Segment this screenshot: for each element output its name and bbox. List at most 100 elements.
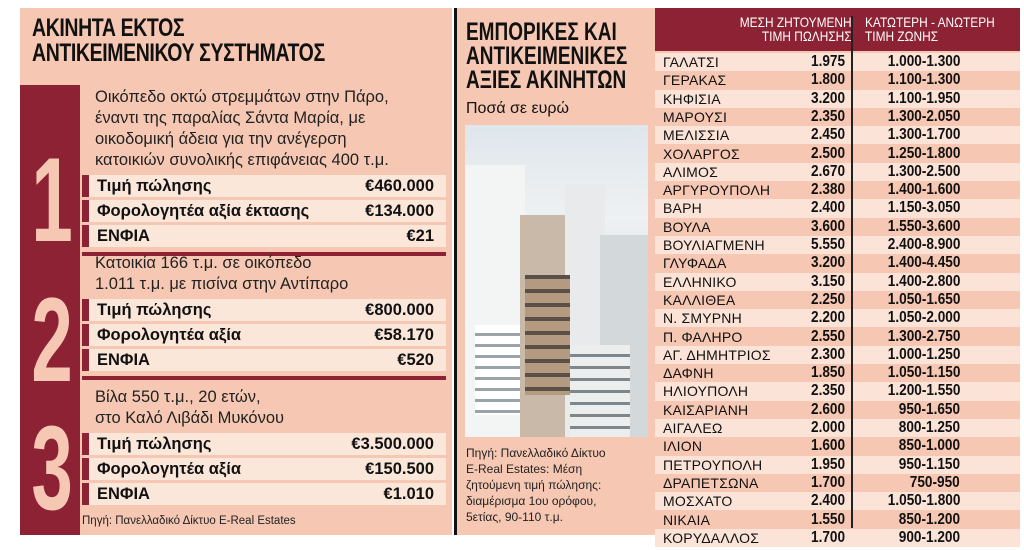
zone-price-range: 1.000-1.250 <box>887 345 960 363</box>
zone-price-range: 850-1.200 <box>898 510 960 528</box>
property-number: 1 <box>31 133 73 267</box>
area-name: ΔΑΦΝΗ <box>663 365 714 382</box>
asking-price: 2.600 <box>810 400 845 418</box>
table-row: ΔΡΑΠΕΤΣΩΝΑ 1.700 750-950 <box>655 474 1020 492</box>
area-name: ΜΑΡΟΥΣΙ <box>663 108 728 125</box>
asking-price: 1.850 <box>810 364 845 382</box>
asking-price: 2.200 <box>810 309 845 327</box>
asking-price: 2.000 <box>810 419 845 436</box>
section-title: ΕΜΠΟΡΙΚΕΣ ΚΑΙ ΑΝΤΙΚΕΙΜΕΝΙΚΕΣ ΑΞΙΕΣ ΑΚΙΝΗ… <box>466 18 628 93</box>
zone-price-range: 1.050-1.650 <box>887 290 960 308</box>
asking-price: 2.400 <box>810 199 845 217</box>
table-row: Ν. ΣΜΥΡΝΗ 2.200 1.050-2.000 <box>655 309 1020 328</box>
area-name: ΑΛΙΜΟΣ <box>663 163 718 180</box>
asking-price: 5.550 <box>810 236 845 253</box>
city-buildings-photo <box>465 125 648 437</box>
financial-row: Τιμή πώλησης €800.000 <box>82 299 446 321</box>
table-row: Π. ΦΑΛΗΡΟ 2.550 1.300-2.750 <box>655 328 1020 346</box>
asking-price: 1.800 <box>810 71 845 89</box>
table-row: ΚΑΙΣΑΡΙΑΝΗ 2.600 950-1.650 <box>655 401 1020 419</box>
zone-price-range: 1.200-1.550 <box>887 382 960 400</box>
table-row: ΜΑΡΟΥΣΙ 2.350 1.300-2.050 <box>655 108 1020 126</box>
area-name: ΕΛΛΗΝΙΚΟ <box>663 273 737 290</box>
zone-price-range: 1.400-2.800 <box>887 272 960 290</box>
source-line: 5ετίας, 90-110 τ.μ. <box>466 510 563 524</box>
asking-price: 3.200 <box>810 89 845 107</box>
zone-price-range: 1.100-1.950 <box>887 89 960 107</box>
asking-price: 1.700 <box>810 473 845 491</box>
description-line: στο Καλό Λιβάδι Μυκόνου <box>95 409 285 427</box>
zone-price-range: 1.300-1.700 <box>887 126 960 144</box>
description-line: οικοδομική άδεια για την ανέγερση <box>95 130 347 148</box>
area-name: ΓΕΡΑΚΑΣ <box>663 72 727 89</box>
zone-price-range: 850-1.000 <box>898 437 960 455</box>
asking-price: 2.300 <box>810 345 845 363</box>
area-name: ΝΙΚΑΙΑ <box>663 511 711 528</box>
table-row: ΜΕΛΙΣΣΙΑ 2.450 1.300-1.700 <box>655 126 1020 145</box>
source-line: E-Real Estates: Μέση <box>466 462 583 476</box>
description-line: 1.011 τ.μ. με πισίνα στην Αντίπαρο <box>95 275 349 293</box>
row-label: Τιμή πώλησης <box>97 301 212 319</box>
row-value: €3.500.000 <box>351 435 434 453</box>
financial-row: Φορολογητέα αξία €150.500 <box>82 458 446 480</box>
area-name: ΜΕΛΙΣΣΙΑ <box>663 127 730 144</box>
area-values-table: ΜΕΣΗ ΖΗΤΟΥΜΕΝΗ ΤΙΜΗ ΠΩΛΗΣΗΣ ΚΑΤΩΤΕΡΗ - ΑΝ… <box>655 8 1020 548</box>
off-plan-properties-panel: ΑΚΙΝΗΤΑ ΕΚΤΟΣ ΑΝΤΙΚΕΙΜΕΝΙΚΟΥ ΣΥΣΤΗΜΑΤΟΣ 1… <box>20 8 452 535</box>
number-column <box>20 85 80 535</box>
asking-price: 2.380 <box>810 181 845 199</box>
row-label: ΕΝΦΙΑ <box>97 485 150 503</box>
zone-price-range: 750-950 <box>910 473 960 491</box>
section-separator <box>82 376 446 380</box>
zone-price-range: 1.400-4.450 <box>887 254 960 272</box>
table-row: ΓΕΡΑΚΑΣ 1.800 1.100-1.300 <box>655 71 1020 89</box>
table-row: ΜΟΣΧΑΤΟ 2.400 1.050-1.800 <box>655 492 1020 511</box>
area-name: ΓΑΛΑΤΣΙ <box>663 54 719 70</box>
subtitle: Ποσά σε ευρώ <box>466 100 569 117</box>
area-name: ΑΙΓΑΛΕΩ <box>663 420 723 436</box>
zone-price-range: 1.250-1.800 <box>887 144 960 162</box>
zone-price-range: 1.000-1.300 <box>887 53 960 70</box>
header-zone: ΚΑΤΩΤΕΡΗ - ΑΝΩΤΕΡΗ ΤΙΜΗ ΖΩΝΗΣ <box>865 15 995 43</box>
table-row: ΒΑΡΗ 2.400 1.150-3.050 <box>655 199 1020 218</box>
table-row: ΒΟΥΛΑ 3.600 1.550-3.600 <box>655 218 1020 236</box>
table-row: ΧΟΛΑΡΓΟΣ 2.500 1.250-1.800 <box>655 145 1020 163</box>
table-row: ΙΛΙΟΝ 1.600 850-1.000 <box>655 437 1020 455</box>
asking-price: 1.550 <box>810 510 845 528</box>
asking-price: 2.400 <box>810 492 845 510</box>
row-value: €1.010 <box>383 485 434 503</box>
area-name: ΒΟΥΛΙΑΓΜΕΝΗ <box>663 237 765 253</box>
table-row: ΚΗΦΙΣΙΑ 3.200 1.100-1.950 <box>655 89 1020 108</box>
table-row: ΑΙΓΑΛΕΩ 2.000 800-1.250 <box>655 419 1020 438</box>
zone-price-range: 950-1.650 <box>898 400 960 418</box>
financial-row: Φορολογητέα αξία €58.170 <box>82 324 446 346</box>
asking-price: 1.700 <box>810 528 845 546</box>
row-value: €21 <box>406 227 434 245</box>
description-line: Οικόπεδο οκτώ στρεμμάτων στην Πάρο, <box>95 88 389 106</box>
table-row: ΚΟΡΥΔΑΛΛΟΣ 1.700 900-1.200 <box>655 528 1020 548</box>
area-name: ΑΡΓΥΡΟΥΠΟΛΗ <box>663 182 771 199</box>
title-line: ΕΜΠΟΡΙΚΕΣ ΚΑΙ <box>466 18 617 46</box>
table-row: ΚΑΛΛΙΘΕΑ 2.250 1.050-1.650 <box>655 291 1020 309</box>
table-header: ΜΕΣΗ ΖΗΤΟΥΜΕΝΗ ΤΙΜΗ ΠΩΛΗΣΗΣ ΚΑΤΩΤΕΡΗ - ΑΝ… <box>655 8 1020 51</box>
description-line: κατοικιών συνολικής επιφάνειας 400 τ.μ. <box>95 151 389 169</box>
asking-price: 2.550 <box>810 327 845 345</box>
area-name: ΧΟΛΑΡΓΟΣ <box>663 145 740 162</box>
table-row: ΒΟΥΛΙΑΓΜΕΝΗ 5.550 2.400-8.900 <box>655 236 1020 255</box>
asking-price: 2.250 <box>810 290 845 308</box>
financial-row: ΕΝΦΙΑ €21 <box>82 225 446 247</box>
column-divider <box>851 16 853 528</box>
zone-price-range: 900-1.200 <box>898 528 960 546</box>
zone-price-range: 1.050-1.150 <box>887 364 960 382</box>
asking-price: 3.200 <box>810 254 845 272</box>
zone-price-range: 1.300-2.750 <box>887 327 960 345</box>
asking-price: 2.670 <box>810 162 845 180</box>
area-name: ΚΑΛΛΙΘΕΑ <box>663 291 736 308</box>
row-label: Φορολογητέα αξία <box>97 460 241 478</box>
property-number: 3 <box>31 401 73 535</box>
financial-row: ΕΝΦΙΑ €1.010 <box>82 483 446 505</box>
values-intro-panel: ΕΜΠΟΡΙΚΕΣ ΚΑΙ ΑΝΤΙΚΕΙΜΕΝΙΚΕΣ ΑΞΙΕΣ ΑΚΙΝΗ… <box>457 8 655 535</box>
source-note: Πηγή: Πανελλαδικό Δίκτυο E-Real Estates <box>82 515 296 527</box>
area-name: ΑΓ. ΔΗΜΗΤΡΙΟΣ <box>663 346 771 363</box>
title-line: ΑΝΤΙΚΕΙΜΕΝΙΚΕΣ <box>466 42 628 70</box>
row-label: Φορολογητέα αξία έκτασης <box>97 202 310 220</box>
